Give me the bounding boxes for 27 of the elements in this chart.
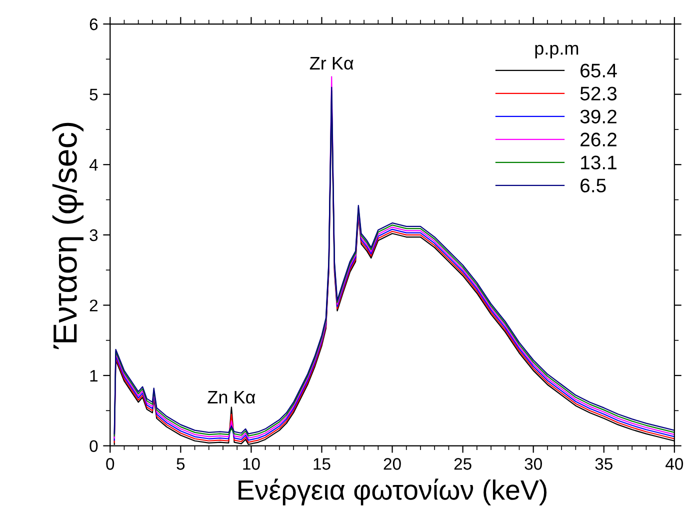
legend-label: 39.2 bbox=[580, 110, 616, 124]
x-tick-label: 10 bbox=[243, 458, 260, 470]
y-tick-label: 6 bbox=[90, 18, 98, 30]
x-tick-label: 40 bbox=[666, 458, 684, 470]
x-tick-label: 5 bbox=[176, 458, 185, 470]
legend-label: 13.1 bbox=[581, 156, 616, 170]
x-tick-label: 15 bbox=[314, 458, 330, 470]
x-tick-label: 30 bbox=[524, 458, 542, 470]
y-tick-label: 2 bbox=[90, 300, 98, 312]
x-tick-label: 0 bbox=[106, 458, 114, 470]
legend-label: 26.2 bbox=[580, 132, 616, 146]
y-tick-label: 0 bbox=[90, 440, 98, 452]
annotation: Zr Kα bbox=[310, 57, 354, 70]
y-tick-label: 3 bbox=[90, 229, 98, 242]
annotation: Zn Kα bbox=[208, 390, 256, 404]
x-tick-label: 20 bbox=[384, 458, 401, 470]
legend-label: 6.5 bbox=[580, 178, 606, 192]
x-axis-title: Ενέργεια φωτονίων (keV) bbox=[238, 478, 546, 506]
legend-label: 52.3 bbox=[580, 86, 617, 100]
x-tick-label: 25 bbox=[454, 458, 472, 470]
y-tick-label: 4 bbox=[89, 159, 98, 171]
y-tick-label: 1 bbox=[90, 370, 98, 382]
y-axis-title: Ένταση (φ/sec) bbox=[52, 122, 84, 350]
y-tick-label: 5 bbox=[90, 88, 98, 101]
legend-title: p.p.m bbox=[535, 44, 578, 58]
x-tick-label: 35 bbox=[595, 458, 612, 470]
legend-label: 65.4 bbox=[580, 64, 617, 78]
